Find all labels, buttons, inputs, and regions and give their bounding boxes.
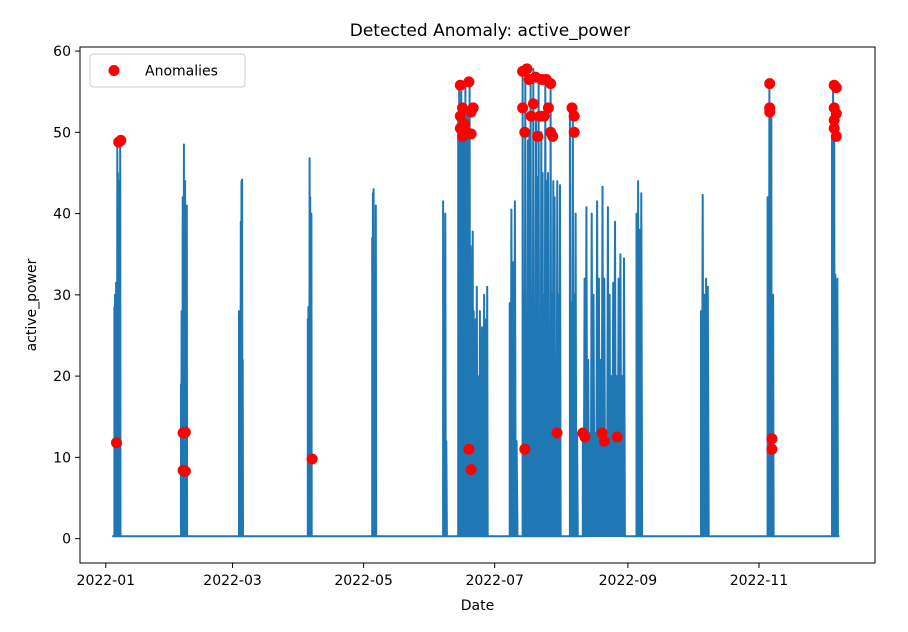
anomaly-point (457, 102, 468, 114)
anomaly-point (115, 134, 127, 146)
anomaly-point (465, 128, 477, 140)
anomaly-point (519, 443, 531, 455)
anomaly-point (830, 108, 842, 120)
legend-label-anomalies: Anomalies (145, 64, 218, 80)
x-tick-label: 2022-09 (599, 573, 658, 589)
y-tick-label: 50 (53, 125, 71, 141)
anomaly-point (830, 82, 842, 94)
legend: Anomalies (89, 53, 246, 88)
anomaly-point (538, 110, 550, 122)
x-tick-label: 2022-01 (77, 573, 136, 589)
anomaly-point (532, 130, 544, 142)
anomaly-point (766, 433, 778, 445)
anomaly-point (179, 426, 191, 438)
x-axis: 2022-01 2022-03 2022-05 2022-07 2022-09 2022-… (77, 563, 789, 589)
y-axis: 0 10 20 30 40 50 60 (53, 44, 80, 548)
anomaly-point (568, 110, 580, 122)
y-tick-label: 40 (53, 207, 71, 223)
y-tick-label: 60 (53, 44, 71, 60)
anomaly-point (551, 427, 563, 439)
anomaly-point (463, 443, 475, 455)
anomaly-point (306, 453, 318, 465)
x-axis-label: Date (461, 598, 494, 614)
series-line-active-power (112, 67, 840, 538)
anomaly-point (111, 437, 122, 449)
y-tick-label: 20 (53, 369, 71, 385)
x-tick-label: 2022-03 (203, 573, 262, 589)
anomaly-point (542, 102, 554, 114)
x-tick-label: 2022-07 (465, 573, 524, 589)
legend-box (89, 53, 246, 88)
anomaly-point (521, 63, 533, 75)
y-tick-label: 10 (53, 450, 71, 466)
anomaly-point (764, 78, 776, 90)
anomaly-point (547, 130, 559, 142)
anomaly-point (830, 130, 842, 142)
x-tick-label: 2022-11 (730, 573, 789, 589)
anomaly-point (454, 79, 466, 91)
anomaly-point (463, 76, 475, 88)
anomaly-point (598, 435, 610, 447)
anomaly-point (611, 431, 623, 443)
anomaly-point (525, 110, 537, 122)
plot-frame (79, 46, 876, 564)
anomaly-point (527, 98, 539, 110)
anomaly-point (568, 126, 580, 138)
plot-area (111, 63, 842, 538)
anomaly-point (545, 78, 557, 90)
y-tick-label: 0 (62, 532, 71, 548)
anomaly-point (579, 431, 591, 443)
anomaly-point (764, 106, 776, 118)
y-axis-label: active_power (24, 258, 40, 351)
y-tick-label: 30 (53, 288, 71, 304)
anomaly-point (467, 102, 479, 114)
anomaly-point (517, 102, 529, 114)
chart-title: Detected Anomaly: active_power (350, 21, 631, 41)
anomaly-point (179, 465, 191, 477)
x-tick-label: 2022-05 (334, 573, 393, 589)
anomaly-point (465, 464, 477, 476)
legend-marker-anomalies (108, 65, 120, 76)
anomaly-point (766, 443, 778, 455)
anomaly-point (519, 126, 531, 138)
